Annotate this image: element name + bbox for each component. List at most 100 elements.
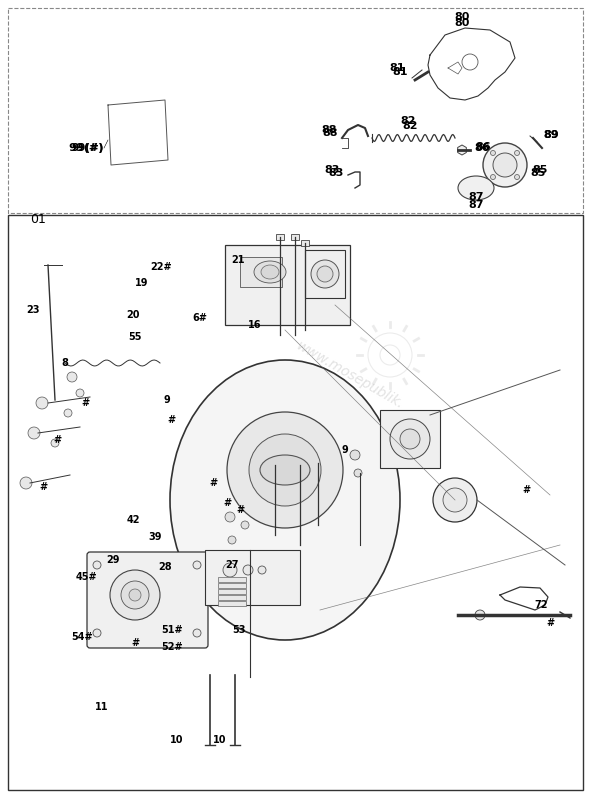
Text: 52#: 52# — [161, 642, 183, 652]
Bar — [301, 240, 309, 246]
Circle shape — [110, 570, 160, 620]
Circle shape — [228, 536, 236, 544]
Text: 83: 83 — [324, 165, 340, 175]
Bar — [380, 410, 440, 468]
Bar — [240, 257, 282, 287]
Bar — [305, 250, 345, 298]
Text: 87: 87 — [468, 192, 484, 202]
Text: 80: 80 — [454, 18, 470, 28]
Text: 82: 82 — [402, 121, 418, 131]
Text: 9: 9 — [163, 395, 170, 405]
Circle shape — [36, 397, 48, 409]
Text: 81: 81 — [389, 63, 405, 73]
Text: #: # — [132, 638, 140, 648]
Text: 85: 85 — [530, 168, 545, 178]
Ellipse shape — [254, 261, 286, 283]
Text: 53: 53 — [232, 625, 245, 635]
Circle shape — [76, 389, 84, 397]
Text: #: # — [82, 398, 90, 408]
Text: 54#: 54# — [72, 632, 93, 642]
Bar — [205, 550, 300, 605]
Bar — [218, 583, 246, 588]
Circle shape — [193, 561, 201, 569]
Bar — [218, 577, 246, 582]
Text: 51#: 51# — [161, 625, 183, 635]
FancyBboxPatch shape — [87, 552, 208, 648]
Circle shape — [227, 412, 343, 528]
Text: 27: 27 — [225, 560, 239, 570]
Circle shape — [51, 439, 59, 447]
Text: 6#: 6# — [192, 313, 207, 323]
Text: #: # — [54, 435, 62, 445]
Text: 11: 11 — [95, 702, 108, 712]
Circle shape — [443, 488, 467, 512]
Circle shape — [129, 589, 141, 601]
Text: 23: 23 — [27, 305, 40, 315]
Text: 80: 80 — [454, 12, 470, 22]
Text: 89: 89 — [543, 130, 558, 140]
Text: 22#: 22# — [150, 262, 172, 272]
Text: 42: 42 — [126, 515, 140, 525]
Text: #: # — [210, 478, 218, 488]
Text: 81: 81 — [392, 67, 408, 77]
Circle shape — [493, 153, 517, 177]
Ellipse shape — [260, 455, 310, 485]
Text: 82: 82 — [400, 116, 415, 126]
Bar — [291, 234, 299, 240]
Circle shape — [258, 566, 266, 574]
Circle shape — [350, 450, 360, 460]
Text: #: # — [167, 415, 175, 425]
Text: 89: 89 — [543, 130, 558, 140]
Text: 9: 9 — [342, 445, 349, 455]
Text: #: # — [224, 498, 232, 508]
Text: 87: 87 — [468, 200, 484, 210]
Bar — [8, 8, 583, 213]
Circle shape — [491, 151, 495, 155]
Circle shape — [121, 581, 149, 609]
Circle shape — [249, 434, 321, 506]
Text: #: # — [522, 485, 530, 495]
Circle shape — [93, 561, 101, 569]
Text: 55: 55 — [128, 332, 142, 342]
Text: 88: 88 — [322, 125, 337, 135]
Text: 88: 88 — [323, 128, 338, 138]
Text: #: # — [236, 505, 244, 515]
Ellipse shape — [170, 360, 400, 640]
Circle shape — [433, 478, 477, 522]
Circle shape — [93, 629, 101, 637]
Text: 16: 16 — [248, 320, 261, 330]
Circle shape — [400, 429, 420, 449]
Text: 10: 10 — [213, 735, 226, 745]
Text: 21: 21 — [231, 255, 245, 265]
Text: 39: 39 — [148, 532, 162, 542]
Text: 20: 20 — [126, 310, 140, 320]
Circle shape — [225, 512, 235, 522]
Text: 99(#): 99(#) — [72, 143, 104, 153]
Text: 10: 10 — [170, 735, 183, 745]
Circle shape — [475, 610, 485, 620]
Circle shape — [243, 565, 253, 575]
Text: 8: 8 — [61, 358, 68, 368]
Text: 45#: 45# — [76, 572, 97, 582]
Bar — [276, 234, 284, 240]
Text: 19: 19 — [135, 278, 148, 288]
Text: 83: 83 — [329, 168, 344, 178]
Ellipse shape — [458, 176, 494, 200]
Bar — [218, 601, 246, 606]
Bar — [8, 215, 583, 790]
Text: 28: 28 — [158, 562, 172, 572]
Circle shape — [193, 629, 201, 637]
Text: #: # — [40, 482, 48, 492]
Circle shape — [354, 469, 362, 477]
Text: 85: 85 — [532, 165, 547, 175]
Bar — [218, 595, 246, 600]
Circle shape — [515, 175, 519, 179]
Text: 86: 86 — [475, 142, 491, 152]
Text: www.mosepublik.: www.mosepublik. — [294, 339, 406, 411]
Circle shape — [67, 372, 77, 382]
Circle shape — [483, 143, 527, 187]
Circle shape — [311, 260, 339, 288]
Circle shape — [223, 563, 237, 577]
Text: 86: 86 — [474, 143, 489, 153]
Bar — [218, 589, 246, 594]
